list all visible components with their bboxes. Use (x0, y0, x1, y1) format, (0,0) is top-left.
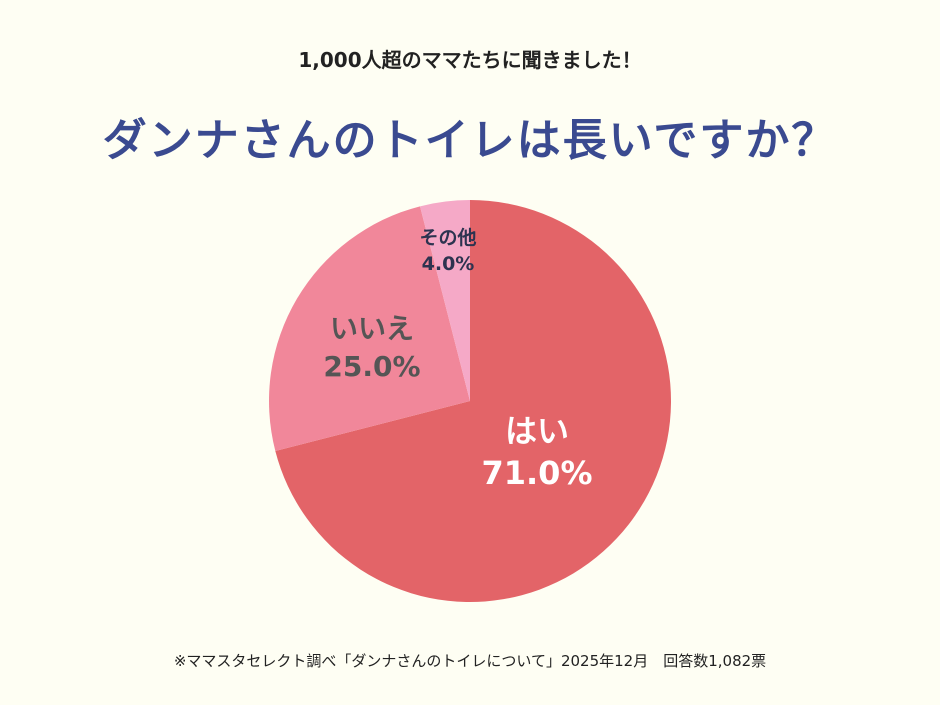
slice-category-label: いいえ (330, 312, 414, 345)
slice-value-label: 4.0% (422, 253, 475, 275)
pie-slice-2 (420, 200, 470, 401)
chart-subtitle: 1,000人超のママたちに聞きました！ (298, 48, 642, 72)
slice-category-label: その他 (419, 226, 476, 249)
chart-title: ダンナさんのトイレは長いですか？ (102, 115, 838, 166)
slice-value-label: 71.0% (481, 454, 592, 492)
source-note: ※ママスタセレクト調べ「ダンナさんのトイレについて」2025年12月 回答数1,… (173, 652, 767, 670)
slice-value-label: 25.0% (323, 350, 420, 383)
slice-category-label: はい (505, 412, 569, 450)
pie-slice-1 (269, 206, 470, 451)
pie-slice-0 (275, 200, 671, 602)
